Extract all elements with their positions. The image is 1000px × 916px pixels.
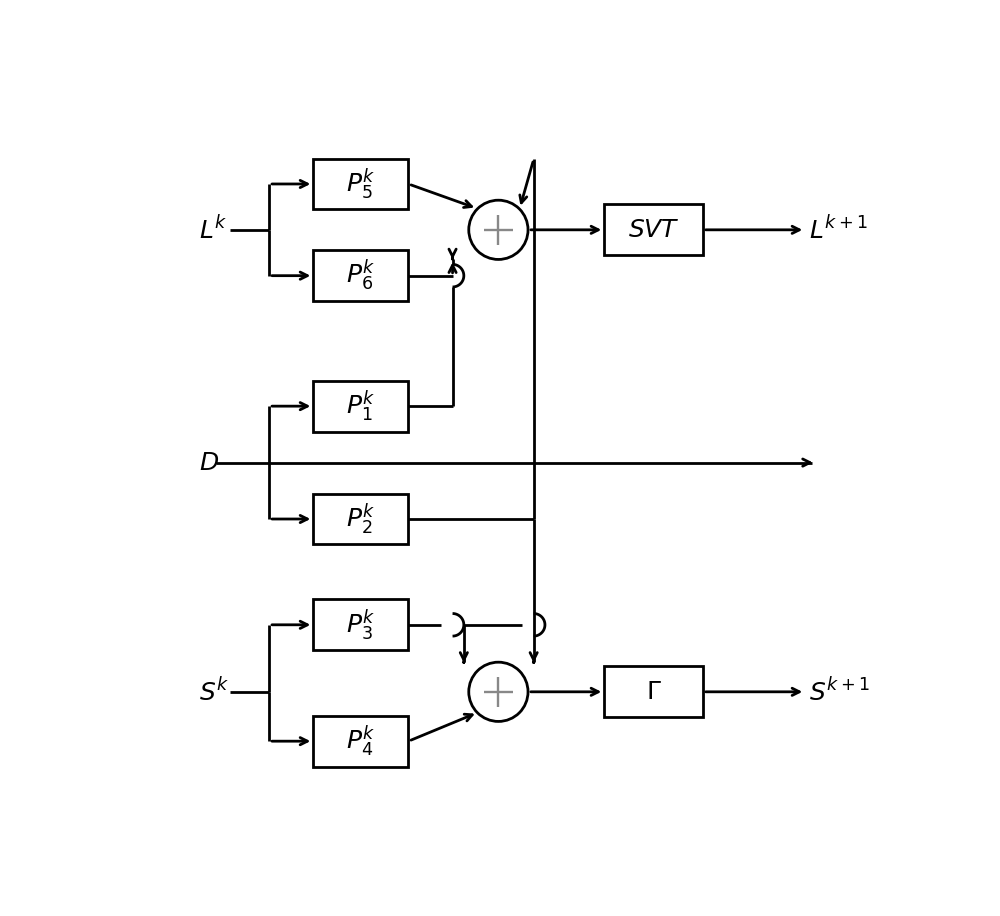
Text: $P_6^k$: $P_6^k$ (346, 258, 376, 293)
Text: $SVT$: $SVT$ (628, 218, 679, 242)
FancyBboxPatch shape (313, 494, 408, 544)
Text: $\Gamma$: $\Gamma$ (646, 680, 661, 703)
FancyBboxPatch shape (313, 715, 408, 767)
FancyBboxPatch shape (313, 250, 408, 301)
Text: $P_1^k$: $P_1^k$ (346, 388, 376, 424)
Text: $P_2^k$: $P_2^k$ (346, 501, 376, 537)
FancyBboxPatch shape (313, 599, 408, 650)
Text: $P_3^k$: $P_3^k$ (346, 607, 376, 642)
Text: $L^{k+1}$: $L^{k+1}$ (809, 215, 867, 244)
Text: $P_4^k$: $P_4^k$ (346, 724, 376, 759)
FancyBboxPatch shape (313, 158, 408, 210)
FancyBboxPatch shape (604, 204, 703, 256)
FancyBboxPatch shape (604, 667, 703, 717)
FancyBboxPatch shape (313, 381, 408, 431)
Text: $S^k$: $S^k$ (199, 678, 229, 706)
Text: $D$: $D$ (199, 451, 219, 474)
Text: $P_5^k$: $P_5^k$ (346, 166, 376, 202)
Text: $S^{k+1}$: $S^{k+1}$ (809, 678, 869, 706)
Text: $L^k$: $L^k$ (199, 215, 227, 244)
